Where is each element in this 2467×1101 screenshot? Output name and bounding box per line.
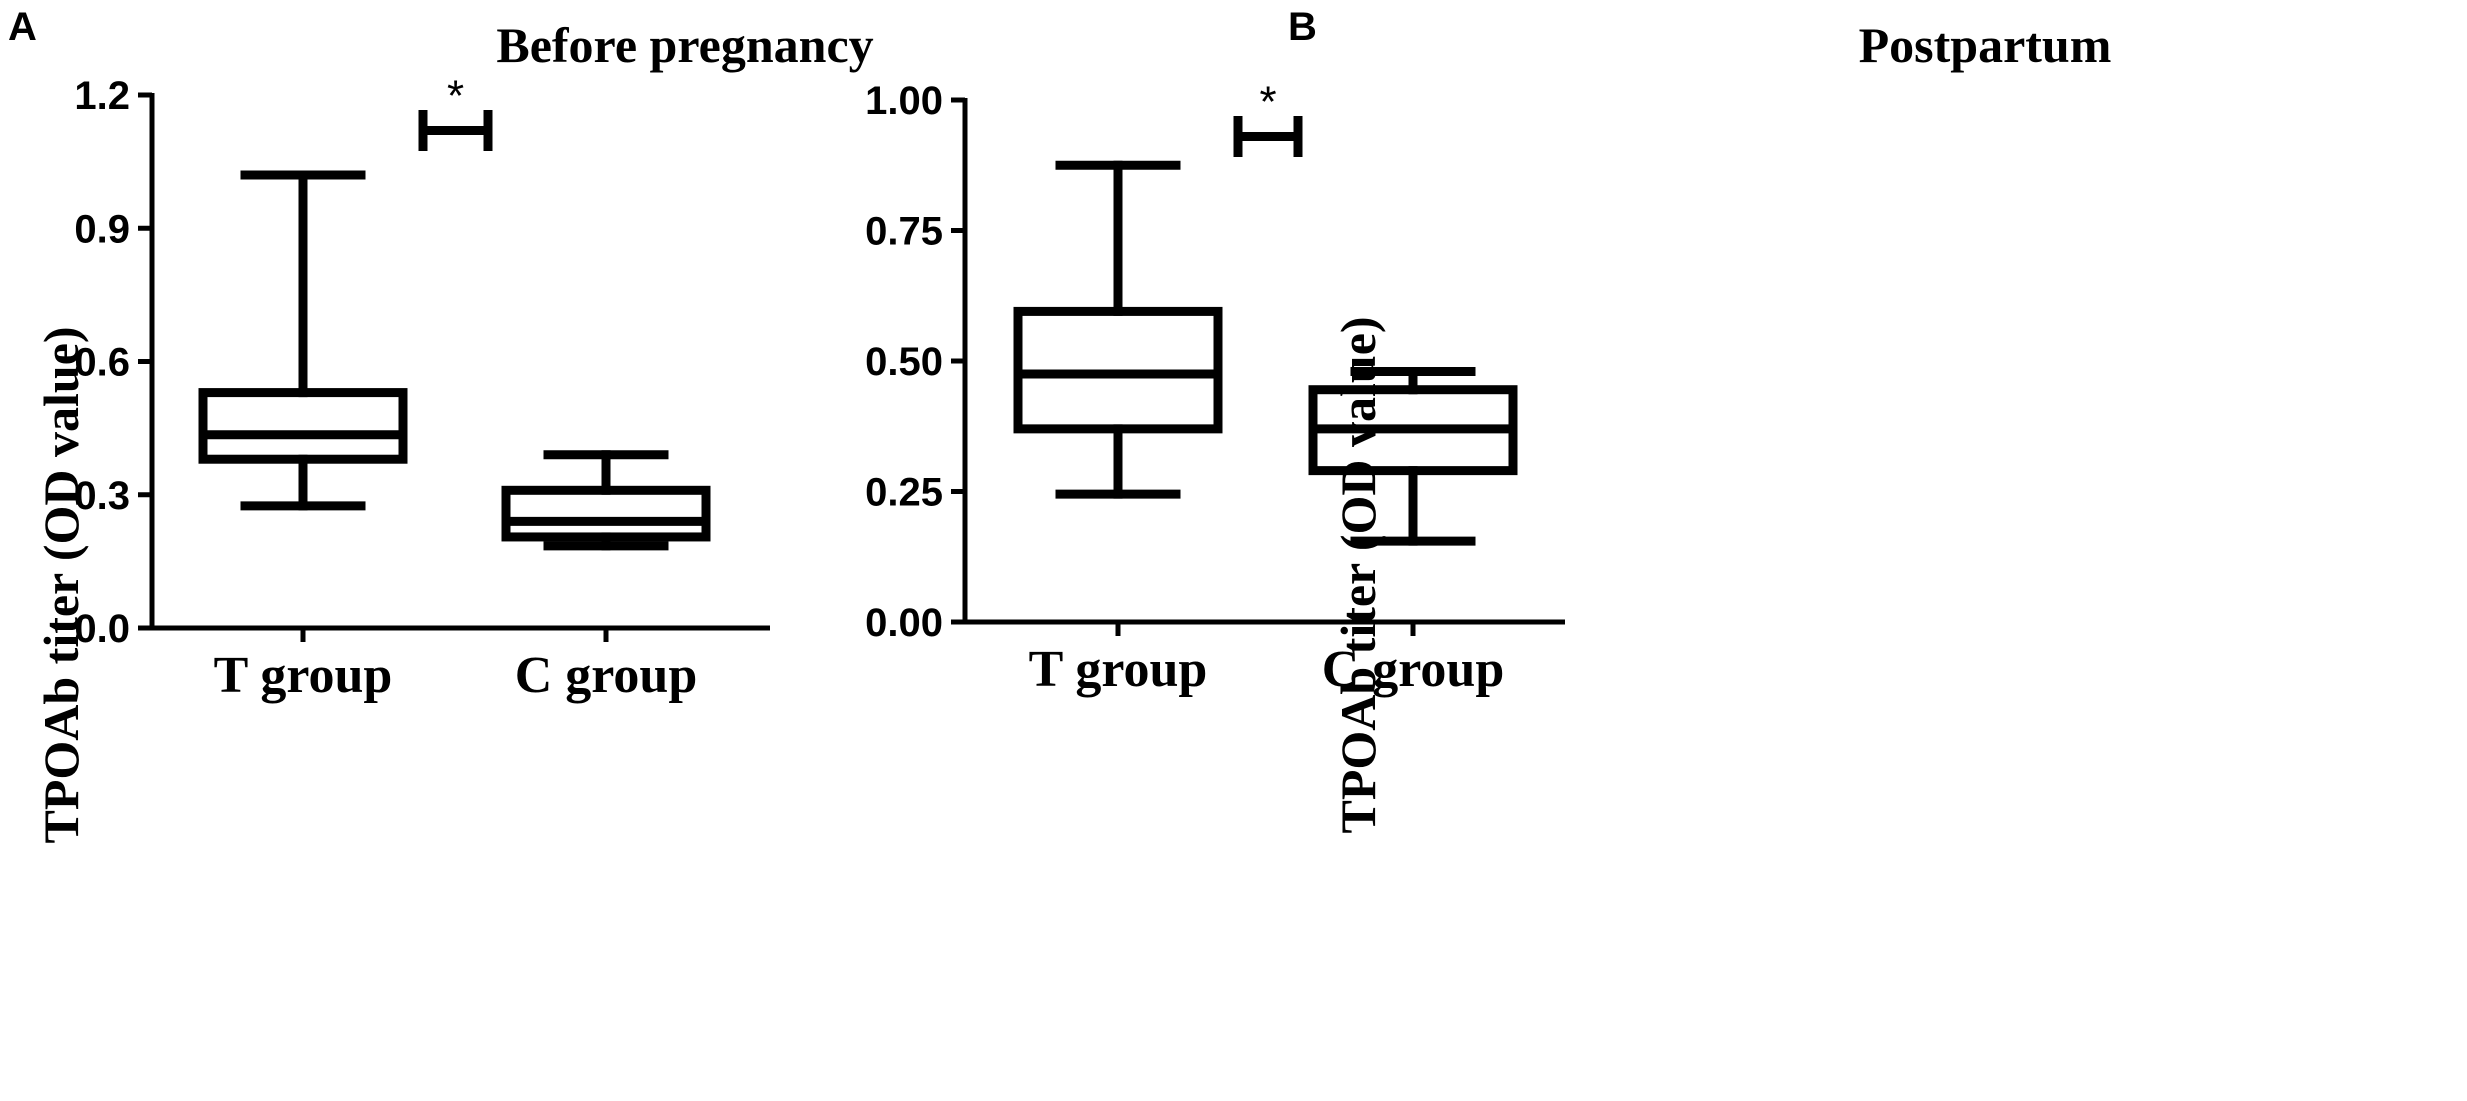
iqr-box: [501, 485, 711, 542]
y-tick-label: 0.00: [865, 601, 943, 645]
x-tick-label: T group: [214, 647, 393, 704]
x-tick-label: C group: [515, 647, 698, 704]
y-axis-label: TPOAb titer (OD value): [1330, 316, 1386, 833]
y-tick-label: 0.50: [865, 340, 943, 384]
panel-a: A Before pregnancy TPOAb titer (OD value…: [8, 5, 874, 844]
y-tick-label: 0.3: [74, 474, 130, 518]
y-tick-label: 1.2: [74, 74, 130, 118]
significance-label: *: [1259, 78, 1276, 127]
y-tick-label: 0.0: [74, 607, 130, 651]
y-tick-label: 1.00: [865, 79, 943, 123]
y-tick-label: 0.25: [865, 471, 943, 515]
iqr-box: [198, 388, 408, 464]
panel-label: A: [8, 5, 37, 49]
y-tick-label: 0.9: [74, 207, 130, 251]
plot-area: 0.0 0.3 0.6 0.9 1.2 T group C group *: [74, 72, 770, 704]
y-tick-label: 0.75: [865, 210, 943, 254]
x-tick-label: T group: [1029, 641, 1208, 698]
y-tick-label: 0.6: [74, 341, 130, 385]
significance-label: *: [447, 72, 464, 121]
plot-area: 0.00 0.25 0.50 0.75 1.00 T group C group *: [865, 78, 1565, 698]
x-tick-label: C group: [1322, 641, 1505, 698]
chart-title: Postpartum: [1859, 17, 2112, 73]
chart-title: Before pregnancy: [496, 17, 873, 73]
y-axis-label: TPOAb titer (OD value): [33, 326, 89, 843]
panel-label: B: [1288, 5, 1317, 49]
panel-b: B Postpartum TPOAb titer (OD value) 0.00…: [865, 5, 2111, 834]
